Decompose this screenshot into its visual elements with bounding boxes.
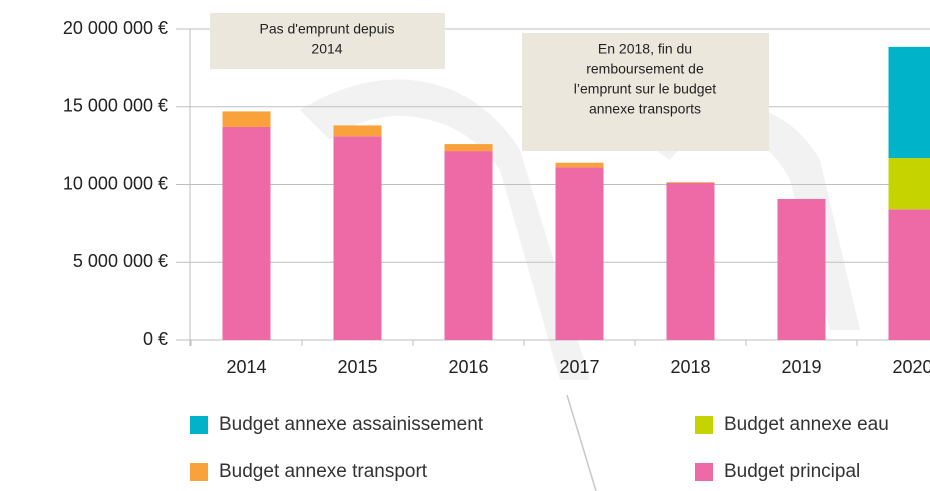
bar-segment [888, 46, 930, 159]
y-tick-label: 10 000 000 € [63, 173, 168, 193]
annotation-text: 2014 [311, 41, 342, 57]
bar-segment [444, 144, 493, 152]
legend-swatch [695, 463, 713, 481]
bar-segment [333, 125, 382, 137]
legend-label: Budget annexe transport [219, 461, 428, 482]
x-tick-label: 2014 [226, 357, 266, 377]
bar-segment [888, 158, 930, 210]
legend-swatch [190, 463, 208, 481]
annotation-text: l’emprunt sur le budget [574, 81, 717, 97]
bar-segment [888, 209, 930, 340]
bar-segment [777, 198, 826, 340]
annotation-box [210, 13, 445, 69]
bar-segment [333, 136, 382, 340]
y-tick-label: 0 € [143, 329, 168, 349]
bar-segment [222, 126, 271, 340]
annotation-text: remboursement de [586, 61, 704, 77]
x-tick-label: 2017 [559, 357, 599, 377]
bar-segment [222, 111, 271, 127]
legend-label: Budget annexe eau [724, 414, 889, 435]
bar-segment [666, 182, 715, 340]
bar-segment [444, 151, 493, 340]
y-tick-label: 5 000 000 € [73, 251, 168, 271]
bar-segment [555, 162, 604, 168]
legend-label: Budget principal [724, 461, 860, 482]
legend-label: Budget annexe assainissement [219, 414, 484, 435]
bar-segment [555, 167, 604, 340]
x-tick-label: 2019 [781, 357, 821, 377]
bar-segment [666, 182, 715, 183]
legend-swatch [695, 416, 713, 434]
background-swoosh [300, 79, 590, 381]
annotation-text: En 2018, fin du [598, 41, 692, 57]
annotation-text: Pas d'emprunt depuis [260, 21, 395, 37]
annotation-box [522, 33, 769, 151]
x-tick-label: 2020 [892, 357, 930, 377]
legend-swatch [190, 416, 208, 434]
x-tick-label: 2015 [337, 357, 377, 377]
x-tick-label: 2018 [670, 357, 710, 377]
background-swoosh [640, 104, 860, 330]
x-tick-label: 2016 [448, 357, 488, 377]
pointer-line [566, 394, 597, 491]
y-tick-label: 15 000 000 € [63, 96, 168, 116]
annotation-text: annexe transports [589, 101, 701, 117]
y-tick-label: 20 000 000 € [63, 18, 168, 38]
